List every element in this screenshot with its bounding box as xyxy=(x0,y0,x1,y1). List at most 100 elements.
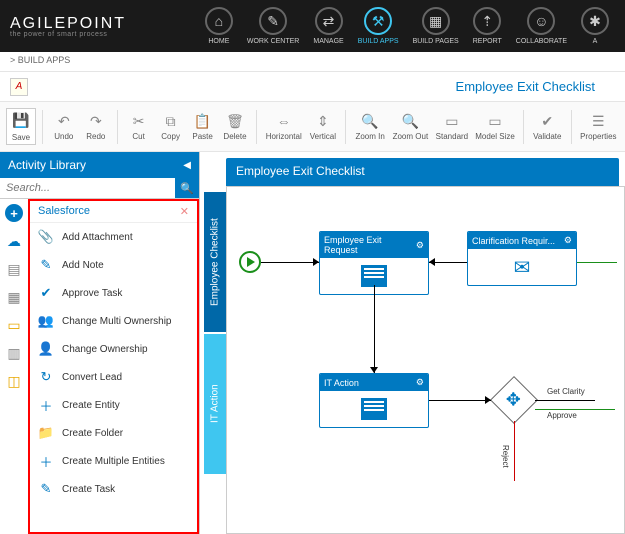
task-clarification-required[interactable]: Clarification Requir...⚙ ✉ xyxy=(467,231,577,286)
main: Activity Library ◀ 🔍 + ☁ ▤ ▦ ▭ ▥ ◫ Sales… xyxy=(0,152,625,534)
arrow-icon xyxy=(313,258,319,266)
activity-item[interactable]: ✔Approve Task xyxy=(30,279,197,307)
activity-item[interactable]: ＋ Create Entity xyxy=(30,391,197,419)
gateway-label-approve: Approve xyxy=(547,411,577,420)
gateway-label-get-clarity: Get Clarity xyxy=(547,387,585,396)
activity-label: Create Entity xyxy=(62,400,120,411)
redo-button[interactable]: ↷Redo xyxy=(81,110,111,143)
panel-header[interactable]: Activity Library ◀ xyxy=(0,152,199,178)
nav-items: ⌂ HOME ✎WORK CENTER⇄MANAGE⚒BUILD APPS▦BUIL… xyxy=(199,5,615,47)
nav-item-work-center[interactable]: ✎WORK CENTER xyxy=(241,5,306,47)
search-button[interactable]: 🔍 xyxy=(175,178,199,198)
zoom-out-button[interactable]: 🔍Zoom Out xyxy=(390,110,431,143)
rail-icon-4[interactable]: ▭ xyxy=(4,315,24,335)
horizontal-icon: ⇔ xyxy=(275,112,293,130)
gear-icon[interactable]: ⚙ xyxy=(416,377,424,388)
activity-item[interactable]: 👥Change Multi Ownership xyxy=(30,307,197,335)
activity-icon: ＋ xyxy=(38,397,54,413)
arrow-icon xyxy=(370,367,378,373)
cut-button[interactable]: ✂Cut xyxy=(124,110,154,143)
task-it-action[interactable]: IT Action⚙ xyxy=(319,373,429,428)
zoom-in-button[interactable]: 🔍Zoom In xyxy=(352,110,388,143)
search-input[interactable] xyxy=(0,178,175,198)
category-header[interactable]: Salesforce ✕ xyxy=(30,201,197,223)
nav-label: WORK CENTER xyxy=(247,38,300,45)
rail-icon-6[interactable]: ◫ xyxy=(4,371,24,391)
activity-icon: ✎ xyxy=(38,257,54,273)
canvas-title: Employee Exit Checklist xyxy=(226,158,619,186)
activity-icon: ✔ xyxy=(38,285,54,301)
nav-label: BUILD PAGES xyxy=(413,38,459,45)
nav-item-report[interactable]: ⇡REPORT xyxy=(467,5,508,47)
activity-item[interactable]: 📎 Add Attachment xyxy=(30,223,197,251)
undo-button[interactable]: ↶Undo xyxy=(49,110,79,143)
separator xyxy=(523,110,524,144)
icon-rail: + ☁ ▤ ▦ ▭ ▥ ◫ xyxy=(0,199,28,534)
lane-it-action[interactable]: IT Action xyxy=(204,334,226,474)
save-label: Save xyxy=(12,133,30,142)
task-title: Employee Exit Request xyxy=(324,235,416,255)
add-button[interactable]: + xyxy=(4,203,24,223)
nav-icon: ☺ xyxy=(527,7,555,35)
vertical-button[interactable]: ⇕Vertical xyxy=(306,110,339,143)
horizontal-button[interactable]: ⇔Horizontal xyxy=(263,110,304,143)
nav-item-collaborate[interactable]: ☺COLLABORATE xyxy=(510,5,573,47)
nav-item-build-pages[interactable]: ▦BUILD PAGES xyxy=(407,5,465,47)
rail-icon-5[interactable]: ▥ xyxy=(4,343,24,363)
gateway-icon: ✥ xyxy=(506,390,521,411)
copy-button[interactable]: ⧉Copy xyxy=(156,110,186,143)
nav-item-home[interactable]: ⌂ HOME xyxy=(199,5,239,47)
activity-item[interactable]: 📁Create Folder xyxy=(30,419,197,447)
task-title: Clarification Requir... xyxy=(472,236,555,246)
panel-body: + ☁ ▤ ▦ ▭ ▥ ◫ Salesforce ✕ 📎 Add Attachme… xyxy=(0,199,199,534)
top-nav: AGILEPOINT the power of smart process ⌂H… xyxy=(0,0,625,52)
nav-item-a[interactable]: ✱A xyxy=(575,5,615,47)
gateway-node[interactable]: ✥ xyxy=(490,376,538,424)
delete-icon: 🗑 xyxy=(226,112,244,130)
model-size-button[interactable]: ▭Model Size xyxy=(473,110,517,143)
activity-icon: ✎ xyxy=(38,481,54,497)
nav-item-build-apps[interactable]: ⚒BUILD APPS xyxy=(352,5,405,47)
nav-label: HOME xyxy=(208,38,229,45)
gear-icon[interactable]: ⚙ xyxy=(564,235,572,246)
activity-label: Change Ownership xyxy=(62,344,148,355)
diagram-canvas[interactable]: Employee Exit Request⚙ Clarification Req… xyxy=(226,186,625,534)
validate-icon: ✔ xyxy=(538,112,556,130)
start-node[interactable] xyxy=(239,251,261,273)
nav-icon: ⌂ xyxy=(205,7,233,35)
activity-icon: 👥 xyxy=(38,313,54,329)
close-icon[interactable]: ✕ xyxy=(180,205,189,218)
rail-icon-3[interactable]: ▦ xyxy=(4,287,24,307)
delete-button[interactable]: 🗑Delete xyxy=(220,110,251,143)
redo-icon: ↷ xyxy=(87,112,105,130)
arrow-icon xyxy=(429,258,435,266)
rail-icon-2[interactable]: ▤ xyxy=(4,259,24,279)
activity-library-panel: Activity Library ◀ 🔍 + ☁ ▤ ▦ ▭ ▥ ◫ Sales… xyxy=(0,152,200,534)
activity-item[interactable]: ✎Add Note xyxy=(30,251,197,279)
model-size-icon: ▭ xyxy=(486,112,504,130)
gear-icon[interactable]: ⚙ xyxy=(416,240,424,251)
lane-employee-checklist[interactable]: Employee Checklist xyxy=(204,192,226,332)
activity-item[interactable]: ＋Create Multiple Entities xyxy=(30,447,197,475)
properties-button[interactable]: ☰Properties xyxy=(578,110,619,143)
paste-button[interactable]: 📋Paste xyxy=(188,110,218,143)
paste-icon: 📋 xyxy=(194,112,212,130)
activity-label: Add Attachment xyxy=(62,232,133,243)
salesforce-category-icon[interactable]: ☁ xyxy=(4,231,24,251)
save-button[interactable]: 💾 Save xyxy=(6,108,36,145)
separator xyxy=(345,110,346,144)
activity-item[interactable]: 👤Change Ownership xyxy=(30,335,197,363)
activity-icon: 📎 xyxy=(38,229,54,245)
standard-icon: ▭ xyxy=(443,112,461,130)
activity-item[interactable]: ↻Convert Lead xyxy=(30,363,197,391)
copy-icon: ⧉ xyxy=(162,112,180,130)
app-icon[interactable]: A xyxy=(10,78,28,96)
validate-button[interactable]: ✔Validate xyxy=(530,110,565,143)
properties-icon: ☰ xyxy=(589,112,607,130)
nav-label: A xyxy=(593,38,598,45)
cut-icon: ✂ xyxy=(130,112,148,130)
nav-item-manage[interactable]: ⇄MANAGE xyxy=(307,5,349,47)
activity-item[interactable]: ✎Create Task xyxy=(30,475,197,503)
standard-button[interactable]: ▭Standard xyxy=(433,110,471,143)
panel-title: Activity Library xyxy=(8,158,86,172)
